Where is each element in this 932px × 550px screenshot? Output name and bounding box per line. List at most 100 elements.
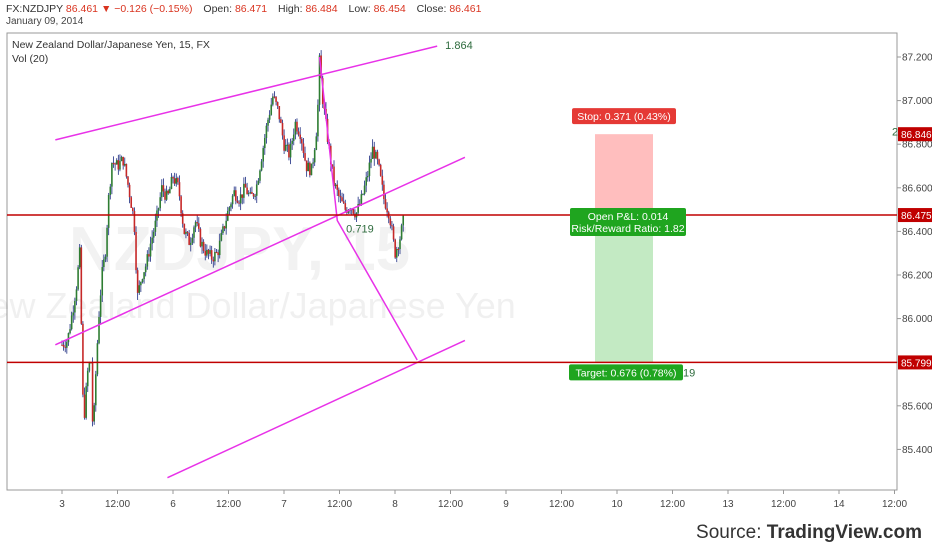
open-value: 86.471 [234,3,268,15]
open-label: Open: [203,3,233,15]
price-tag-2[interactable]: 86.475 [898,208,932,223]
candle-body [120,156,123,162]
candle-body [170,176,173,189]
candle-body [265,125,268,138]
candle-body [146,254,149,267]
candle-body [247,193,250,195]
price-tag-1[interactable]: 86.846 [898,127,932,142]
stop-zone [595,134,653,216]
candle-body [389,218,392,226]
candle-body [296,121,298,132]
position-labels: Stop: 0.371 (0.43%) Open P&L: 0.014Risk/R… [569,108,686,381]
candle-body [315,136,318,150]
close-label: Close: [416,3,447,15]
candle-body [243,183,245,198]
last-price: 86.461 [65,3,99,15]
x-tick-label: 12:00 [216,499,241,510]
candle-body [206,249,208,256]
candle-body [273,96,276,98]
candle-body [159,197,161,209]
price-tag-3[interactable]: 85.799 [898,355,932,370]
candle-body [376,151,379,160]
x-tick-label: 14 [833,499,845,510]
candle-body [339,196,342,198]
source-prefix: Source: [696,522,767,543]
channel-line-3[interactable] [167,339,466,479]
plot-area[interactable] [6,32,898,491]
y-tick-label: 85.600 [902,401,932,412]
candle-body [371,146,374,159]
channel-line-1[interactable] [55,45,438,141]
candle-body [148,254,150,257]
candle-body [104,256,107,260]
x-tick-label: 12:00 [438,499,463,510]
pl-label-bg [570,208,686,237]
candle-body [175,177,178,184]
candle-body [402,215,405,226]
candle-body [378,159,380,165]
projection-line[interactable] [318,56,418,361]
candle-body [252,193,255,197]
channel-line-2[interactable] [55,156,466,346]
close-value: 86.461 [449,3,482,15]
candle-body [191,237,194,243]
candle-body [375,151,377,159]
x-tick-label: 6 [170,499,176,510]
candle-body [230,204,232,208]
channel-lines[interactable]: 1.864 2 0.719 19 [55,40,898,479]
x-tick-label: 3 [59,499,65,510]
chart-title: New Zealand Dollar/Japanese Yen, 15, FX [12,39,210,51]
candle-body [342,201,345,204]
candle-body [268,114,271,120]
candle-body [220,232,223,241]
candle-body [249,192,252,194]
candle-body [214,251,216,262]
candle-body [317,104,319,137]
y-tick-label: 87.200 [902,53,932,64]
x-axis[interactable]: 3 12:00 6 12:00 7 12:00 8 12:00 9 12:00 10 12:00 13 1… [59,490,907,510]
candle-body [304,153,306,161]
candle-body [225,220,227,229]
horizontal-levels[interactable] [7,214,897,364]
candle-body [210,250,213,260]
symbol-info-bar: FX:NZDJPY 86.461 ▼ −0.126 (−0.15%) Open:… [6,3,481,15]
candle-body [291,140,293,144]
candle-body [289,143,292,158]
candle-body [172,176,174,179]
candle-body [381,175,384,185]
y-tick-label: 86.400 [902,227,932,238]
candle-body [204,250,207,256]
candle-body [284,144,287,151]
candle-body [122,156,124,166]
target-label-text-1: Target: 0.676 (0.78%) [576,367,677,379]
candle-body [215,251,218,253]
candle-body [130,197,133,208]
candle-body [67,333,70,343]
candle-body [93,405,95,422]
symbol-name[interactable]: FX:NZDJPY [6,3,63,15]
source-brand[interactable]: TradingView.com [766,522,922,543]
candle-body [288,144,290,158]
x-tick-label: 12:00 [771,499,796,510]
candle-body [379,164,382,176]
y-tick-label: 86.000 [902,314,932,325]
candle-body [162,185,165,192]
candle-body [69,329,71,334]
candle-body [305,160,308,172]
candle-body [61,344,63,346]
candle-body [202,241,205,251]
candle-body [333,166,335,187]
candle-body [109,186,112,195]
candle-body [135,231,137,271]
candle-body [112,163,115,165]
candle-body [310,163,313,176]
candle-body [74,301,76,313]
candle-body [233,190,236,196]
price-tag-bg [898,208,932,223]
candle-body [83,394,86,418]
candle-body [299,134,302,139]
y-axis[interactable]: 87.200 87.000 86.800 86.600 86.400 86.200 86.0… [897,53,932,456]
